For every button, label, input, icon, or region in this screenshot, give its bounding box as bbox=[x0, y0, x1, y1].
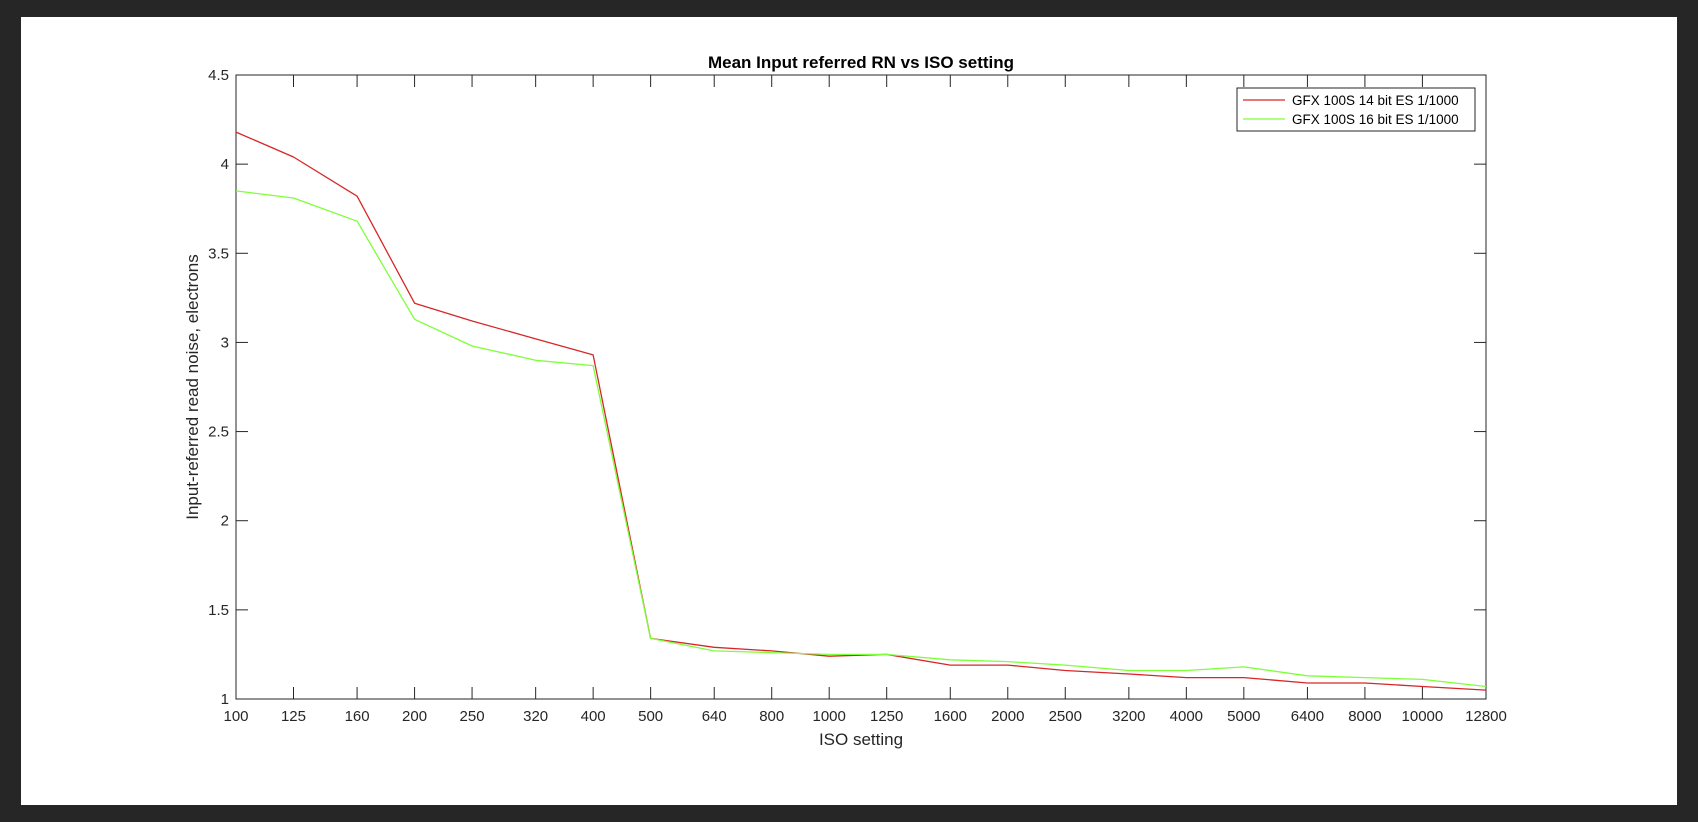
x-tick-label: 1250 bbox=[870, 708, 903, 725]
series-layer bbox=[235, 131, 1487, 691]
y-tick-label: 2.5 bbox=[208, 424, 229, 441]
x-axis-title: ISO setting bbox=[819, 730, 903, 749]
legend-label: GFX 100S 14 bit ES 1/1000 bbox=[1292, 93, 1459, 108]
y-tick-label: 4 bbox=[221, 156, 229, 173]
x-tick-label: 200 bbox=[402, 708, 427, 725]
series-line-1 bbox=[235, 131, 1487, 691]
chart: Mean Input referred RN vs ISO setting 10… bbox=[183, 53, 1507, 749]
y-tick-label: 2 bbox=[221, 513, 229, 530]
y-tick-label: 3 bbox=[221, 334, 229, 351]
figure-canvas: Mean Input referred RN vs ISO setting 10… bbox=[21, 17, 1677, 805]
legend-label: GFX 100S 16 bit ES 1/1000 bbox=[1292, 112, 1459, 127]
x-tick-label: 8000 bbox=[1348, 708, 1381, 725]
x-tick-label: 10000 bbox=[1402, 708, 1444, 725]
series-line-2 bbox=[235, 190, 1487, 688]
y-tick-label: 1.5 bbox=[208, 602, 229, 619]
x-tick-label: 250 bbox=[460, 708, 485, 725]
x-tick-label: 1600 bbox=[934, 708, 967, 725]
y-tick-label: 1 bbox=[221, 691, 229, 708]
x-tick-label: 3200 bbox=[1112, 708, 1145, 725]
x-tick-label: 500 bbox=[638, 708, 663, 725]
y-tick-label: 3.5 bbox=[208, 245, 229, 262]
plot-box bbox=[235, 74, 1487, 700]
x-tick-label: 640 bbox=[702, 708, 727, 725]
x-tick-label: 800 bbox=[759, 708, 784, 725]
x-tick-label: 160 bbox=[345, 708, 370, 725]
x-tick-label: 12800 bbox=[1465, 708, 1507, 725]
legend: GFX 100S 14 bit ES 1/1000 GFX 100S 16 bit… bbox=[1236, 87, 1476, 132]
x-tick-label: 125 bbox=[281, 708, 306, 725]
x-tick-label: 2500 bbox=[1049, 708, 1082, 725]
x-tick-label: 5000 bbox=[1227, 708, 1260, 725]
axis-ticks: 100 125 160 200 250 320 400 500 640 800 1000 1250 16… bbox=[208, 67, 1507, 725]
chart-title: Mean Input referred RN vs ISO setting bbox=[708, 53, 1014, 72]
x-tick-label: 2000 bbox=[991, 708, 1024, 725]
x-tick-label: 6400 bbox=[1291, 708, 1324, 725]
legend-box bbox=[1236, 87, 1476, 132]
x-tick-label: 320 bbox=[523, 708, 548, 725]
x-tick-label: 400 bbox=[581, 708, 606, 725]
y-axis-title: Input-referred read noise, electrons bbox=[183, 254, 202, 520]
y-tick-label: 4.5 bbox=[208, 67, 229, 84]
x-tick-label: 1000 bbox=[813, 708, 846, 725]
x-tick-label: 100 bbox=[223, 708, 248, 725]
x-tick-label: 4000 bbox=[1170, 708, 1203, 725]
